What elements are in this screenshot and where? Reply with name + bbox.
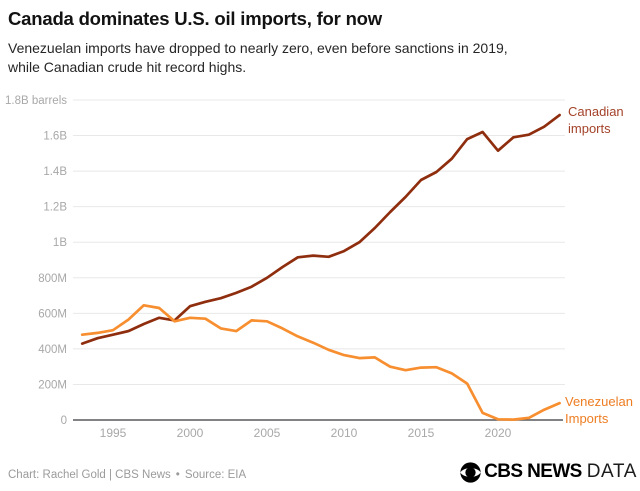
y-tick-label: 600M bbox=[38, 308, 67, 320]
y-tick-label: 800M bbox=[38, 273, 67, 285]
series-label-venezuelan: Venezuelan bbox=[565, 394, 633, 409]
y-tick-label: 1.4B bbox=[43, 166, 67, 178]
credit-bullet: • bbox=[175, 469, 180, 481]
y-tick-label: 0 bbox=[61, 415, 67, 427]
y-tick-label: 1.8B barrels bbox=[5, 95, 67, 107]
series-line-venezuelan bbox=[80, 303, 561, 421]
cbs-news-data-logo: CBS NEWS DATA bbox=[460, 459, 637, 485]
series-label-venezuelan: Imports bbox=[565, 411, 609, 426]
y-tick-label: 1.6B bbox=[43, 131, 67, 143]
source-text: Source: EIA bbox=[184, 469, 247, 481]
x-tick-label: 2015 bbox=[408, 426, 435, 440]
chart-subtitle: Venezuelan imports have dropped to nearl… bbox=[8, 39, 633, 77]
credit-text: Chart: Rachel Gold | CBS News bbox=[8, 469, 171, 481]
x-tick-label: 2005 bbox=[254, 426, 281, 440]
series-label-canadian: imports bbox=[568, 121, 611, 136]
x-tick-label: 2010 bbox=[331, 426, 358, 440]
y-tick-label: 1B bbox=[53, 237, 67, 249]
cbs-eye-icon bbox=[460, 461, 481, 483]
y-tick-label: 200M bbox=[38, 379, 67, 391]
subtitle-line-2: while Canadian crude hit record highs. bbox=[8, 59, 247, 75]
logo-cbs-news-text: CBS NEWS bbox=[484, 461, 582, 482]
series-line-canadian bbox=[80, 113, 561, 345]
y-tick-label: 1.2B bbox=[43, 202, 67, 214]
chart-credit: Chart: Rachel Gold | CBS News • Source: EI… bbox=[8, 469, 246, 481]
logo-data-text: DATA bbox=[586, 461, 637, 482]
x-tick-label: 2020 bbox=[485, 426, 512, 440]
x-tick-label: 1995 bbox=[100, 426, 127, 440]
page-title: Canada dominates U.S. oil imports, for n… bbox=[8, 8, 382, 29]
series-label-canadian: Canadian bbox=[568, 104, 624, 119]
subtitle-line-1: Venezuelan imports have dropped to nearl… bbox=[8, 40, 508, 56]
x-tick-label: 2000 bbox=[177, 426, 204, 440]
y-tick-label: 400M bbox=[38, 344, 67, 356]
